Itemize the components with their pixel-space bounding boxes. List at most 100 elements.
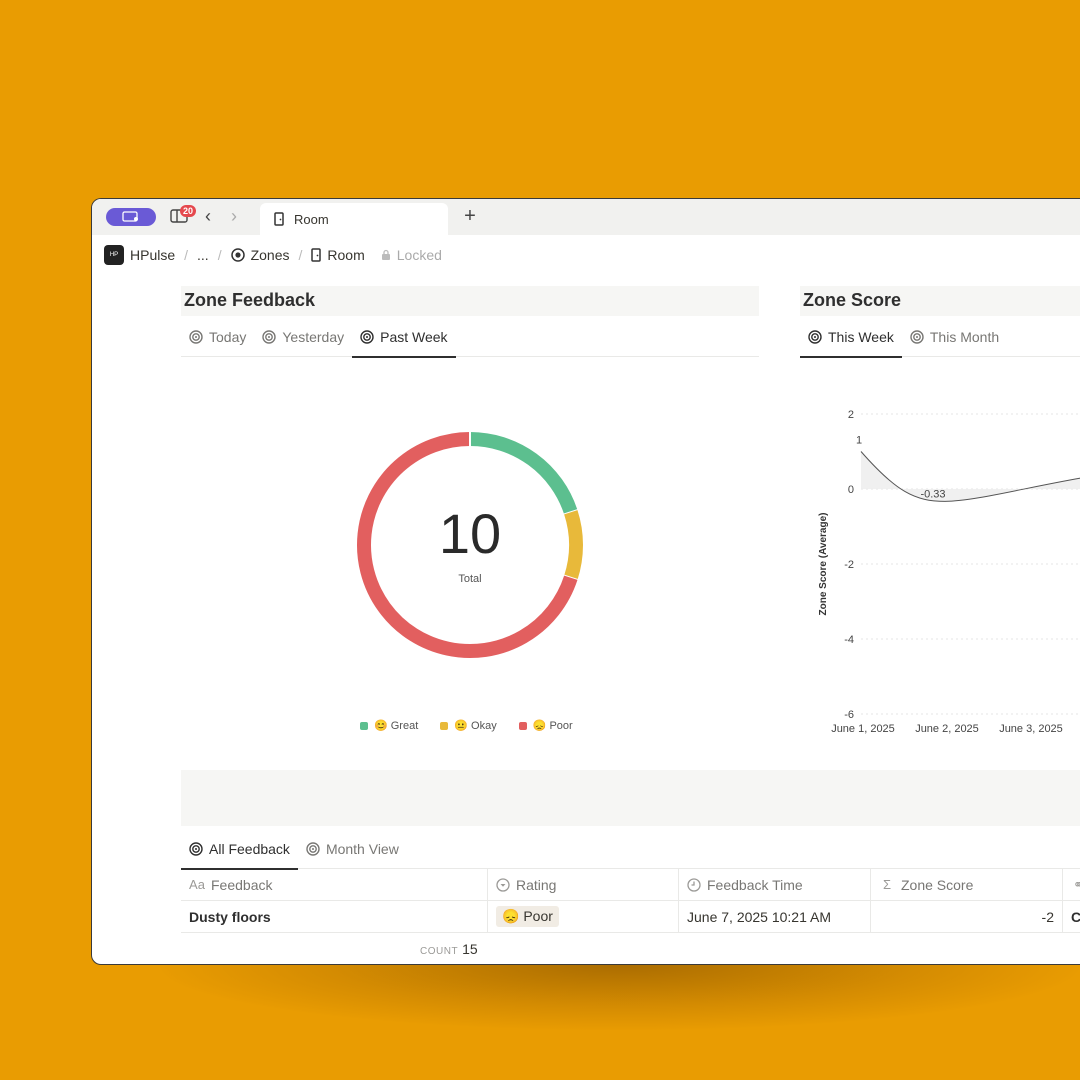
- target-icon: [360, 330, 374, 344]
- legend-item-poor[interactable]: 😞 Poor: [518, 719, 573, 732]
- locked-indicator[interactable]: Locked: [381, 247, 442, 263]
- forward-arrow-icon[interactable]: ›: [231, 206, 237, 226]
- donut-slice-separator: [562, 508, 579, 516]
- tab-yesterday[interactable]: Yesterday: [254, 317, 352, 357]
- breadcrumb: HP HPulse / ... / Zones / Room Loc: [104, 243, 442, 267]
- breadcrumb-room-label: Room: [327, 247, 365, 263]
- locked-label: Locked: [396, 247, 442, 263]
- clock-icon: [687, 877, 701, 892]
- data-label: -0.33: [920, 488, 945, 500]
- zone-feedback-title: Zone Feedback: [181, 286, 759, 316]
- cell-rating[interactable]: 😞 Poor: [488, 901, 679, 932]
- legend-label: 😊 Great: [374, 720, 419, 732]
- tab-title: Room: [294, 211, 329, 227]
- back-arrow-icon[interactable]: ‹: [205, 206, 211, 226]
- legend-item-great[interactable]: 😊 Great: [360, 719, 418, 732]
- door-icon: [311, 248, 322, 262]
- legend-label: 😞 Poor: [532, 720, 573, 732]
- donut-svg: [357, 431, 583, 658]
- table-row[interactable]: Dusty floors 😞 Poor June 7, 2025 10:21 A…: [181, 901, 1080, 933]
- breadcrumb-room[interactable]: Room: [311, 247, 365, 263]
- notification-badge: 20: [180, 205, 197, 217]
- feedback-table: Aa Feedback Rating Feedback Time Σ Zone …: [181, 869, 1080, 933]
- breadcrumb-workspace-label: HPulse: [130, 247, 176, 263]
- cell-feedback-time[interactable]: June 7, 2025 10:21 AM: [679, 901, 871, 932]
- screen-user-icon: [122, 211, 138, 222]
- target-icon: [910, 330, 924, 344]
- column-header-feedback[interactable]: Aa Feedback: [181, 869, 488, 900]
- target-icon: [808, 330, 822, 344]
- x-tick-label: June 2, 2025: [915, 723, 979, 735]
- column-header-zone-score[interactable]: Σ Zone Score: [871, 869, 1063, 900]
- breadcrumb-ellipsis[interactable]: ...: [197, 247, 209, 263]
- breadcrumb-separator: /: [184, 247, 189, 263]
- cell-zone-score[interactable]: -2: [871, 901, 1063, 932]
- rating-tag: 😞 Poor: [496, 906, 559, 927]
- breadcrumb-zones-label: Zones: [250, 247, 290, 263]
- column-label: Zone Score: [901, 876, 974, 893]
- tab-label: Past Week: [380, 329, 448, 345]
- y-tick-label: -2: [844, 559, 854, 571]
- donut-slice-2[interactable]: [357, 432, 578, 658]
- column-header-truncated[interactable]: ⚭: [1063, 869, 1080, 900]
- column-label: Rating: [516, 876, 557, 893]
- tab-past-week[interactable]: Past Week: [352, 317, 456, 358]
- target-icon: [306, 842, 320, 856]
- x-tick-label: June 3, 2025: [999, 723, 1063, 735]
- tab-today[interactable]: Today: [181, 317, 254, 357]
- legend-label: 😐 Okay: [454, 720, 497, 732]
- donut-slice-1[interactable]: [564, 510, 583, 580]
- column-header-rating[interactable]: Rating: [488, 869, 679, 900]
- score-view-tabs: This Week This Month: [800, 317, 1080, 358]
- app-window: 20 ‹ › Room + HP HPulse / ... / Zones /: [91, 198, 1080, 965]
- section-divider-band: [181, 770, 1080, 826]
- breadcrumb-separator: /: [217, 247, 222, 263]
- table-view-tabs: All Feedback Month View: [181, 829, 1080, 870]
- y-tick-label: 2: [848, 409, 854, 421]
- hpulse-logo-icon: HP: [104, 245, 124, 265]
- x-tick-label: June 1, 2025: [831, 723, 895, 735]
- target-icon: [230, 248, 245, 262]
- zone-score-title: Zone Score: [800, 286, 1080, 316]
- cell-feedback[interactable]: Dusty floors: [181, 901, 488, 932]
- table-header-row: Aa Feedback Rating Feedback Time Σ Zone …: [181, 869, 1080, 901]
- donut-total-label: Total: [458, 573, 482, 585]
- column-header-feedback-time[interactable]: Feedback Time: [679, 869, 871, 900]
- new-tab-plus-icon[interactable]: +: [464, 205, 476, 227]
- legend-item-okay[interactable]: 😐 Okay: [440, 719, 497, 732]
- target-icon: [189, 330, 203, 344]
- y-axis-label: Zone Score (Average): [818, 513, 829, 616]
- breadcrumb-zones[interactable]: Zones: [230, 247, 290, 263]
- text-property-icon: Aa: [189, 877, 205, 892]
- donut-total-value: 10: [438, 502, 502, 565]
- series-line[interactable]: [860, 451, 1080, 502]
- legend-swatch: [440, 721, 449, 730]
- tab-month-view[interactable]: Month View: [298, 829, 407, 869]
- column-label: Feedback: [211, 876, 273, 893]
- breadcrumb-separator: /: [298, 247, 303, 263]
- tab-this-month[interactable]: This Month: [902, 317, 1007, 357]
- y-tick-label: -6: [844, 709, 854, 721]
- count-label: COUNT: [420, 946, 459, 957]
- tab-label: Yesterday: [282, 329, 345, 345]
- cell-truncated[interactable]: Co: [1063, 901, 1080, 932]
- data-label: 1: [856, 435, 862, 447]
- table-count-footer[interactable]: COUNT 15: [420, 941, 478, 957]
- tab-label: Today: [209, 329, 247, 345]
- zone-score-line-chart: 2 0 -2 -4 -6 Zone Score (Average) June 1, 2025…: [818, 409, 1080, 735]
- tab-room[interactable]: Room: [260, 203, 448, 235]
- count-value: 15: [462, 941, 478, 957]
- lock-icon: [381, 249, 390, 260]
- workspace-switcher-button[interactable]: [106, 208, 156, 226]
- tab-label: This Week: [828, 329, 894, 345]
- tab-label: Month View: [325, 841, 399, 857]
- tab-this-week[interactable]: This Week: [800, 317, 902, 358]
- tab-all-feedback[interactable]: All Feedback: [181, 829, 298, 870]
- door-icon: [274, 212, 284, 226]
- breadcrumb-workspace[interactable]: HP HPulse: [104, 245, 175, 265]
- legend-swatch: [518, 721, 527, 730]
- select-property-icon: [496, 877, 510, 892]
- area-fill: [861, 451, 1080, 502]
- legend-swatch: [360, 721, 368, 730]
- donut-slice-0[interactable]: [469, 432, 578, 515]
